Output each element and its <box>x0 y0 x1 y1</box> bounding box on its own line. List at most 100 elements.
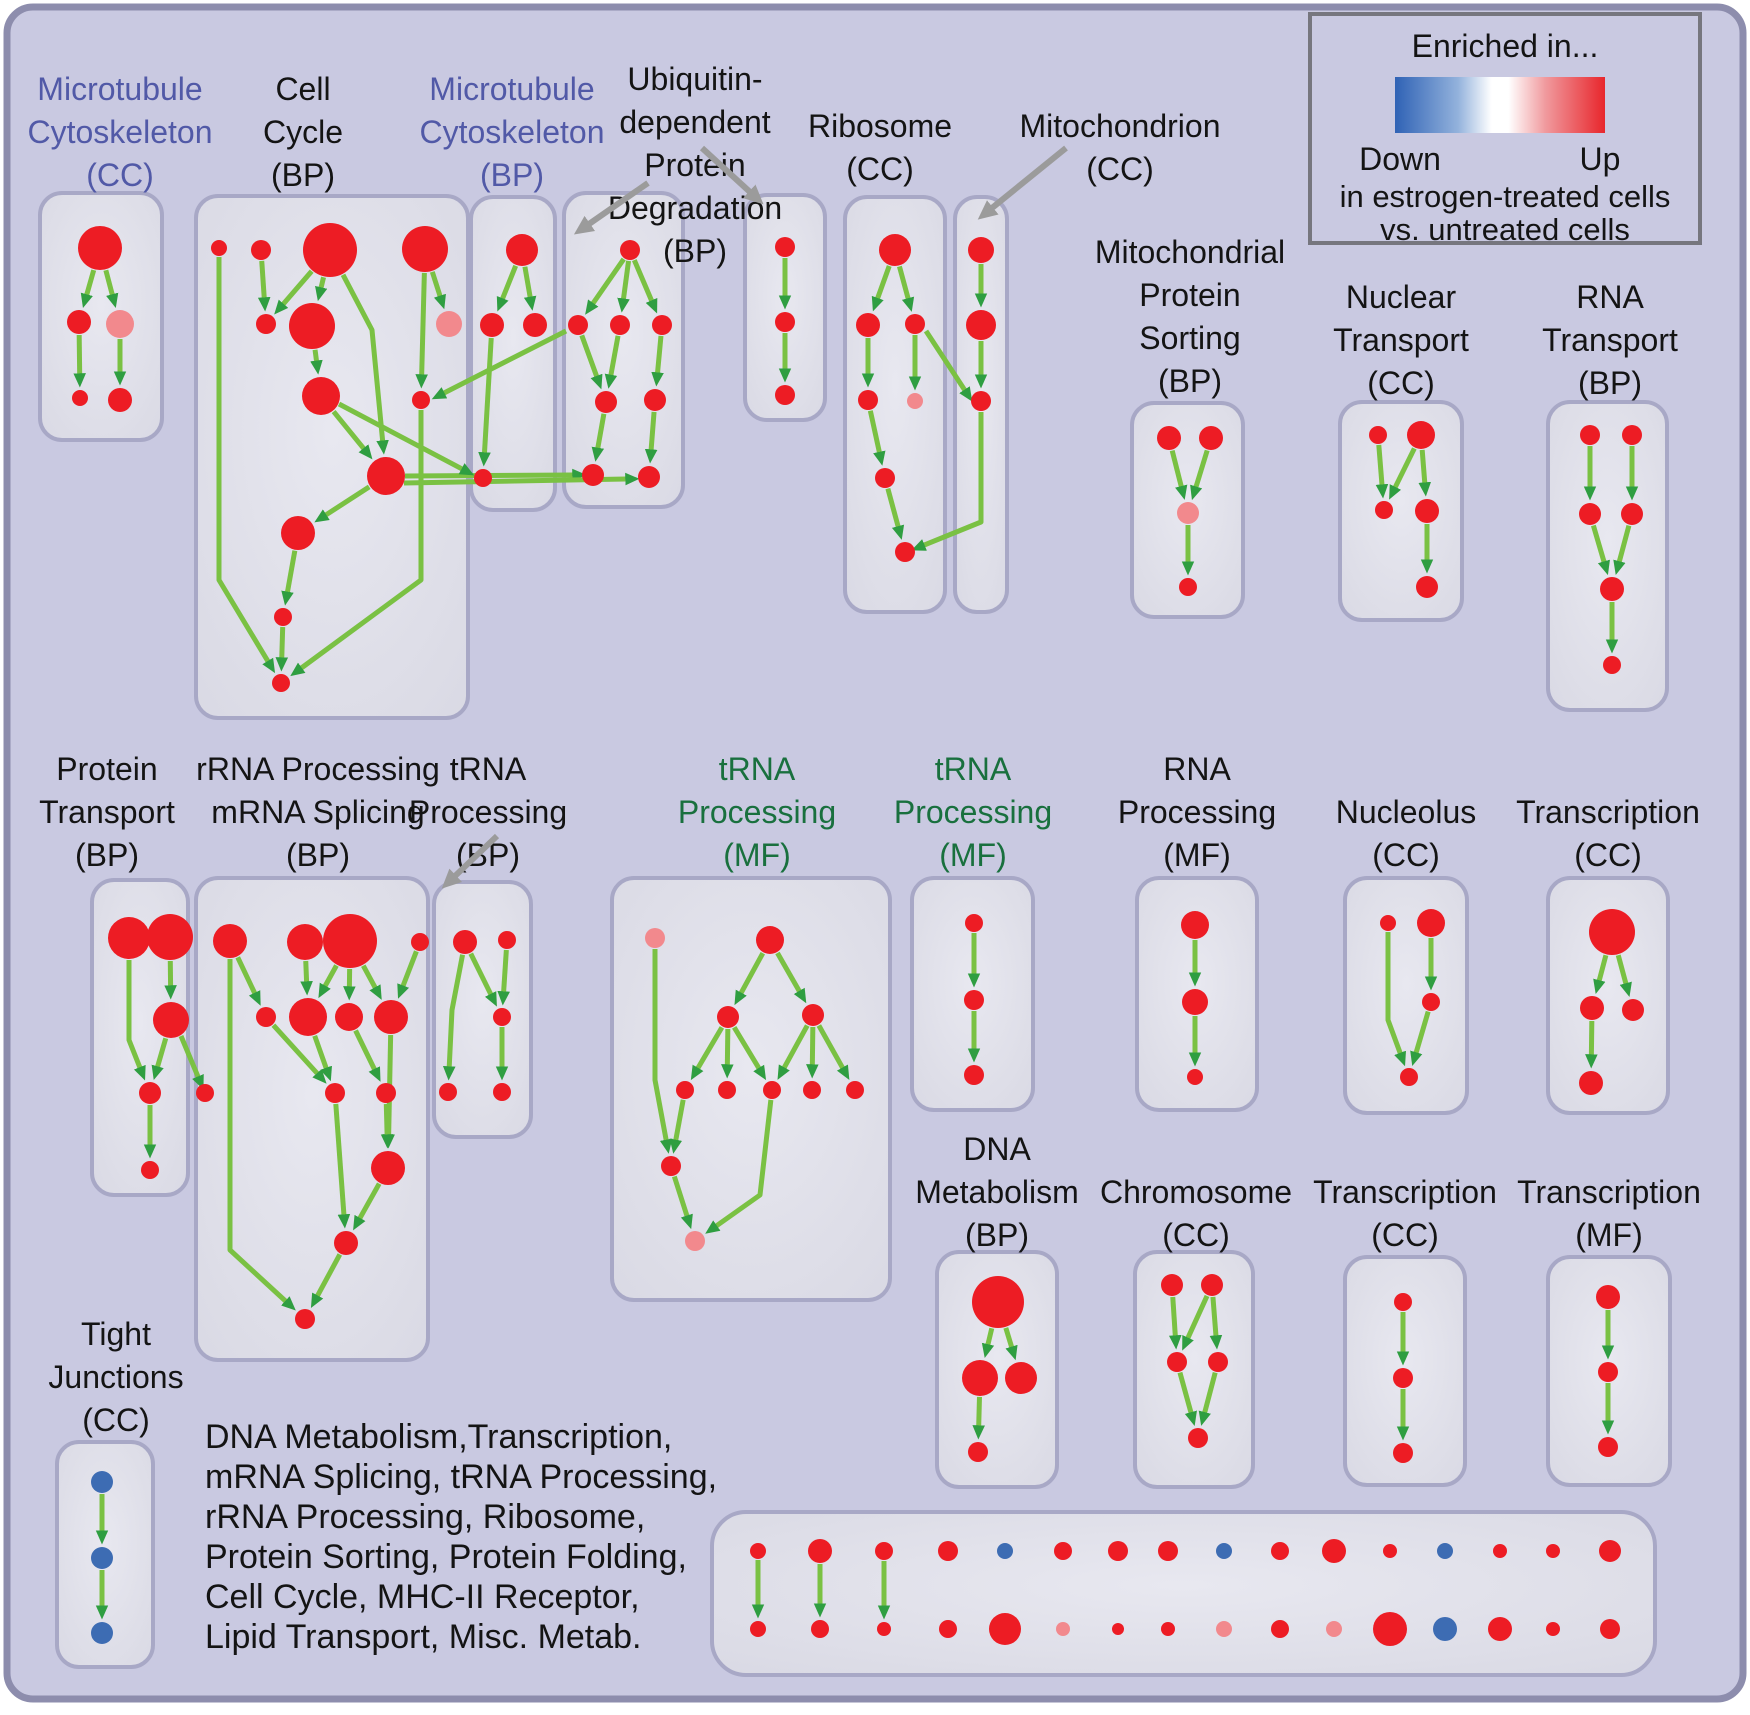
edge-arrow-trna-processing-bp <box>497 949 510 1006</box>
red-gene-set-node <box>1580 996 1604 1020</box>
red-gene-set-node <box>858 390 878 410</box>
red-gene-set-node <box>808 1539 832 1563</box>
cluster-label-rna-transport-bp: RNA <box>1576 279 1644 315</box>
edge-arrow-cell-cycle-bp <box>216 257 276 674</box>
red-gene-set-node <box>139 1082 161 1104</box>
red-gene-set-node <box>1208 1352 1228 1372</box>
red-gene-set-node <box>1598 1362 1618 1382</box>
edge-arrow-ribosome-to-mitochondrion <box>923 329 973 402</box>
red-gene-set-node <box>775 385 795 405</box>
red-gene-set-node <box>968 1442 988 1462</box>
cluster-box-rna-transport-bp <box>1546 400 1669 712</box>
blue-gene-set-node <box>91 1547 113 1569</box>
cluster-label-ribosome-cc: Ribosome <box>808 108 952 144</box>
legend-up-label: Up <box>1580 141 1621 177</box>
red-gene-set-node <box>1005 1362 1037 1394</box>
edge-arrow-protein-transport-bp <box>126 960 146 1081</box>
red-gene-set-node <box>376 1083 396 1103</box>
red-gene-set-node <box>374 1000 408 1034</box>
red-gene-set-node <box>1589 909 1635 955</box>
red-gene-set-node <box>1493 1544 1507 1558</box>
pink-gene-set-node <box>1056 1622 1070 1636</box>
edge-arrow-chromosome-cc <box>1177 1371 1197 1426</box>
trna-bp-pointer-icon <box>441 833 500 889</box>
edge-arrow-cell-cycle-bp <box>275 626 289 672</box>
red-gene-set-node <box>506 234 538 266</box>
edge-arrow-rrna-processing-mrna-splicing-bp <box>300 960 313 996</box>
edge-arrow-rrna-processing-mrna-splicing-bp <box>271 1023 327 1084</box>
red-gene-set-node <box>1167 1352 1187 1372</box>
edge-arrow-protein-transport-bp <box>151 1037 169 1081</box>
red-gene-set-node <box>108 388 132 412</box>
red-gene-set-node <box>717 1006 739 1028</box>
red-gene-set-node <box>750 1621 766 1637</box>
red-gene-set-node <box>1407 421 1435 449</box>
edge-arrow-rrna-processing-mrna-splicing-bp <box>333 1103 351 1229</box>
red-gene-set-node <box>453 930 477 954</box>
red-gene-set-node <box>1416 576 1438 598</box>
edge-arrow-microtubule-cytoskeleton-bp <box>522 266 537 311</box>
red-gene-set-node <box>1383 1544 1397 1558</box>
red-gene-set-node <box>367 457 405 495</box>
red-gene-set-node <box>1112 1623 1124 1635</box>
red-gene-set-node <box>962 1360 998 1396</box>
cluster-label-trna-processing-mf-large: (MF) <box>723 837 791 873</box>
edge-arrow-chromosome-cc <box>1198 1372 1218 1426</box>
red-gene-set-node <box>1161 1274 1183 1296</box>
edge-arrow-trna-processing-mf-large <box>734 951 766 1006</box>
cluster-label-trna-processing-mf-large: Processing <box>678 794 836 830</box>
cluster-label-microtubule-cytoskeleton-bp: Microtubule <box>429 71 594 107</box>
red-gene-set-node <box>856 313 880 337</box>
red-gene-set-node <box>846 1081 864 1099</box>
mitochondrion-pointer-icon <box>977 145 1068 220</box>
red-gene-set-node <box>256 314 276 334</box>
edge-arrow-cell-cycle-bp <box>290 410 424 677</box>
cluster-label-transcription-mf: Transcription <box>1517 1174 1701 1210</box>
edge-arrow-chromosome-cc <box>1182 1294 1210 1351</box>
cluster-label-cell-cycle-bp: Cell <box>275 71 330 107</box>
edge-arrow-cell-cycle-bp <box>281 550 298 606</box>
cluster-label-transcription-cc-upper: Transcription <box>1516 794 1700 830</box>
red-gene-set-node <box>638 466 660 488</box>
cluster-label-trna-processing-mf-small: Processing <box>894 794 1052 830</box>
edge-arrow-cell-cycle-bp <box>331 409 373 460</box>
red-gene-set-node <box>582 464 604 486</box>
red-gene-set-node <box>281 516 315 550</box>
red-gene-set-node <box>323 914 377 968</box>
footnote-line: mRNA Splicing, tRNA Processing, <box>205 1458 717 1496</box>
edge-arrow-rrna-processing-mrna-splicing-bp <box>318 964 339 999</box>
cluster-label-dna-metabolism-bp: DNA <box>963 1131 1031 1167</box>
cluster-label-trna-processing-bp: tRNA <box>450 751 527 787</box>
cluster-label-microtubule-cytoskeleton-bp: (BP) <box>480 157 544 193</box>
edge-arrow-rrna-processing-mrna-splicing-bp <box>380 1103 394 1149</box>
red-gene-set-node <box>412 391 430 409</box>
edge-arrow-cell-cycle-bp <box>314 484 371 523</box>
red-gene-set-node <box>652 315 672 335</box>
cluster-label-rna-transport-bp: Transport <box>1542 322 1678 358</box>
red-gene-set-node <box>272 674 290 692</box>
cluster-label-nucleolus-cc: Nucleolus <box>1336 794 1477 830</box>
pink-gene-set-node <box>1177 502 1199 524</box>
cluster-label-ribosome-cc: (CC) <box>846 151 914 187</box>
red-gene-set-node <box>875 1542 893 1560</box>
nodes-layer <box>67 223 1644 1646</box>
cluster-label-protein-transport-bp: (BP) <box>75 837 139 873</box>
edge-arrow-transcription-cc-upper <box>1593 954 1609 994</box>
cluster-label-tight-junctions-cc: Junctions <box>48 1359 183 1395</box>
pink-gene-set-node <box>685 1231 705 1251</box>
edge-arrow-cell-cycle-bp <box>415 272 428 389</box>
cluster-label-microtubule-cytoskeleton-bp: Cytoskeleton <box>420 114 605 150</box>
cluster-label-protein-transport-bp: Transport <box>39 794 175 830</box>
red-gene-set-node <box>196 1084 214 1102</box>
edge-arrow-nucleolus-cc <box>1410 1010 1431 1066</box>
red-gene-set-node <box>971 391 991 411</box>
red-gene-set-node <box>1375 501 1393 519</box>
red-gene-set-node <box>1622 425 1642 445</box>
cluster-label-transcription-cc-lower: Transcription <box>1313 1174 1497 1210</box>
red-gene-set-node <box>211 240 227 256</box>
legend-caption-line1: in estrogen-treated cells <box>1340 179 1671 214</box>
red-gene-set-node <box>141 1161 159 1179</box>
edge-arrow-trna-processing-mf-large <box>777 1024 810 1080</box>
red-gene-set-node <box>302 377 340 415</box>
